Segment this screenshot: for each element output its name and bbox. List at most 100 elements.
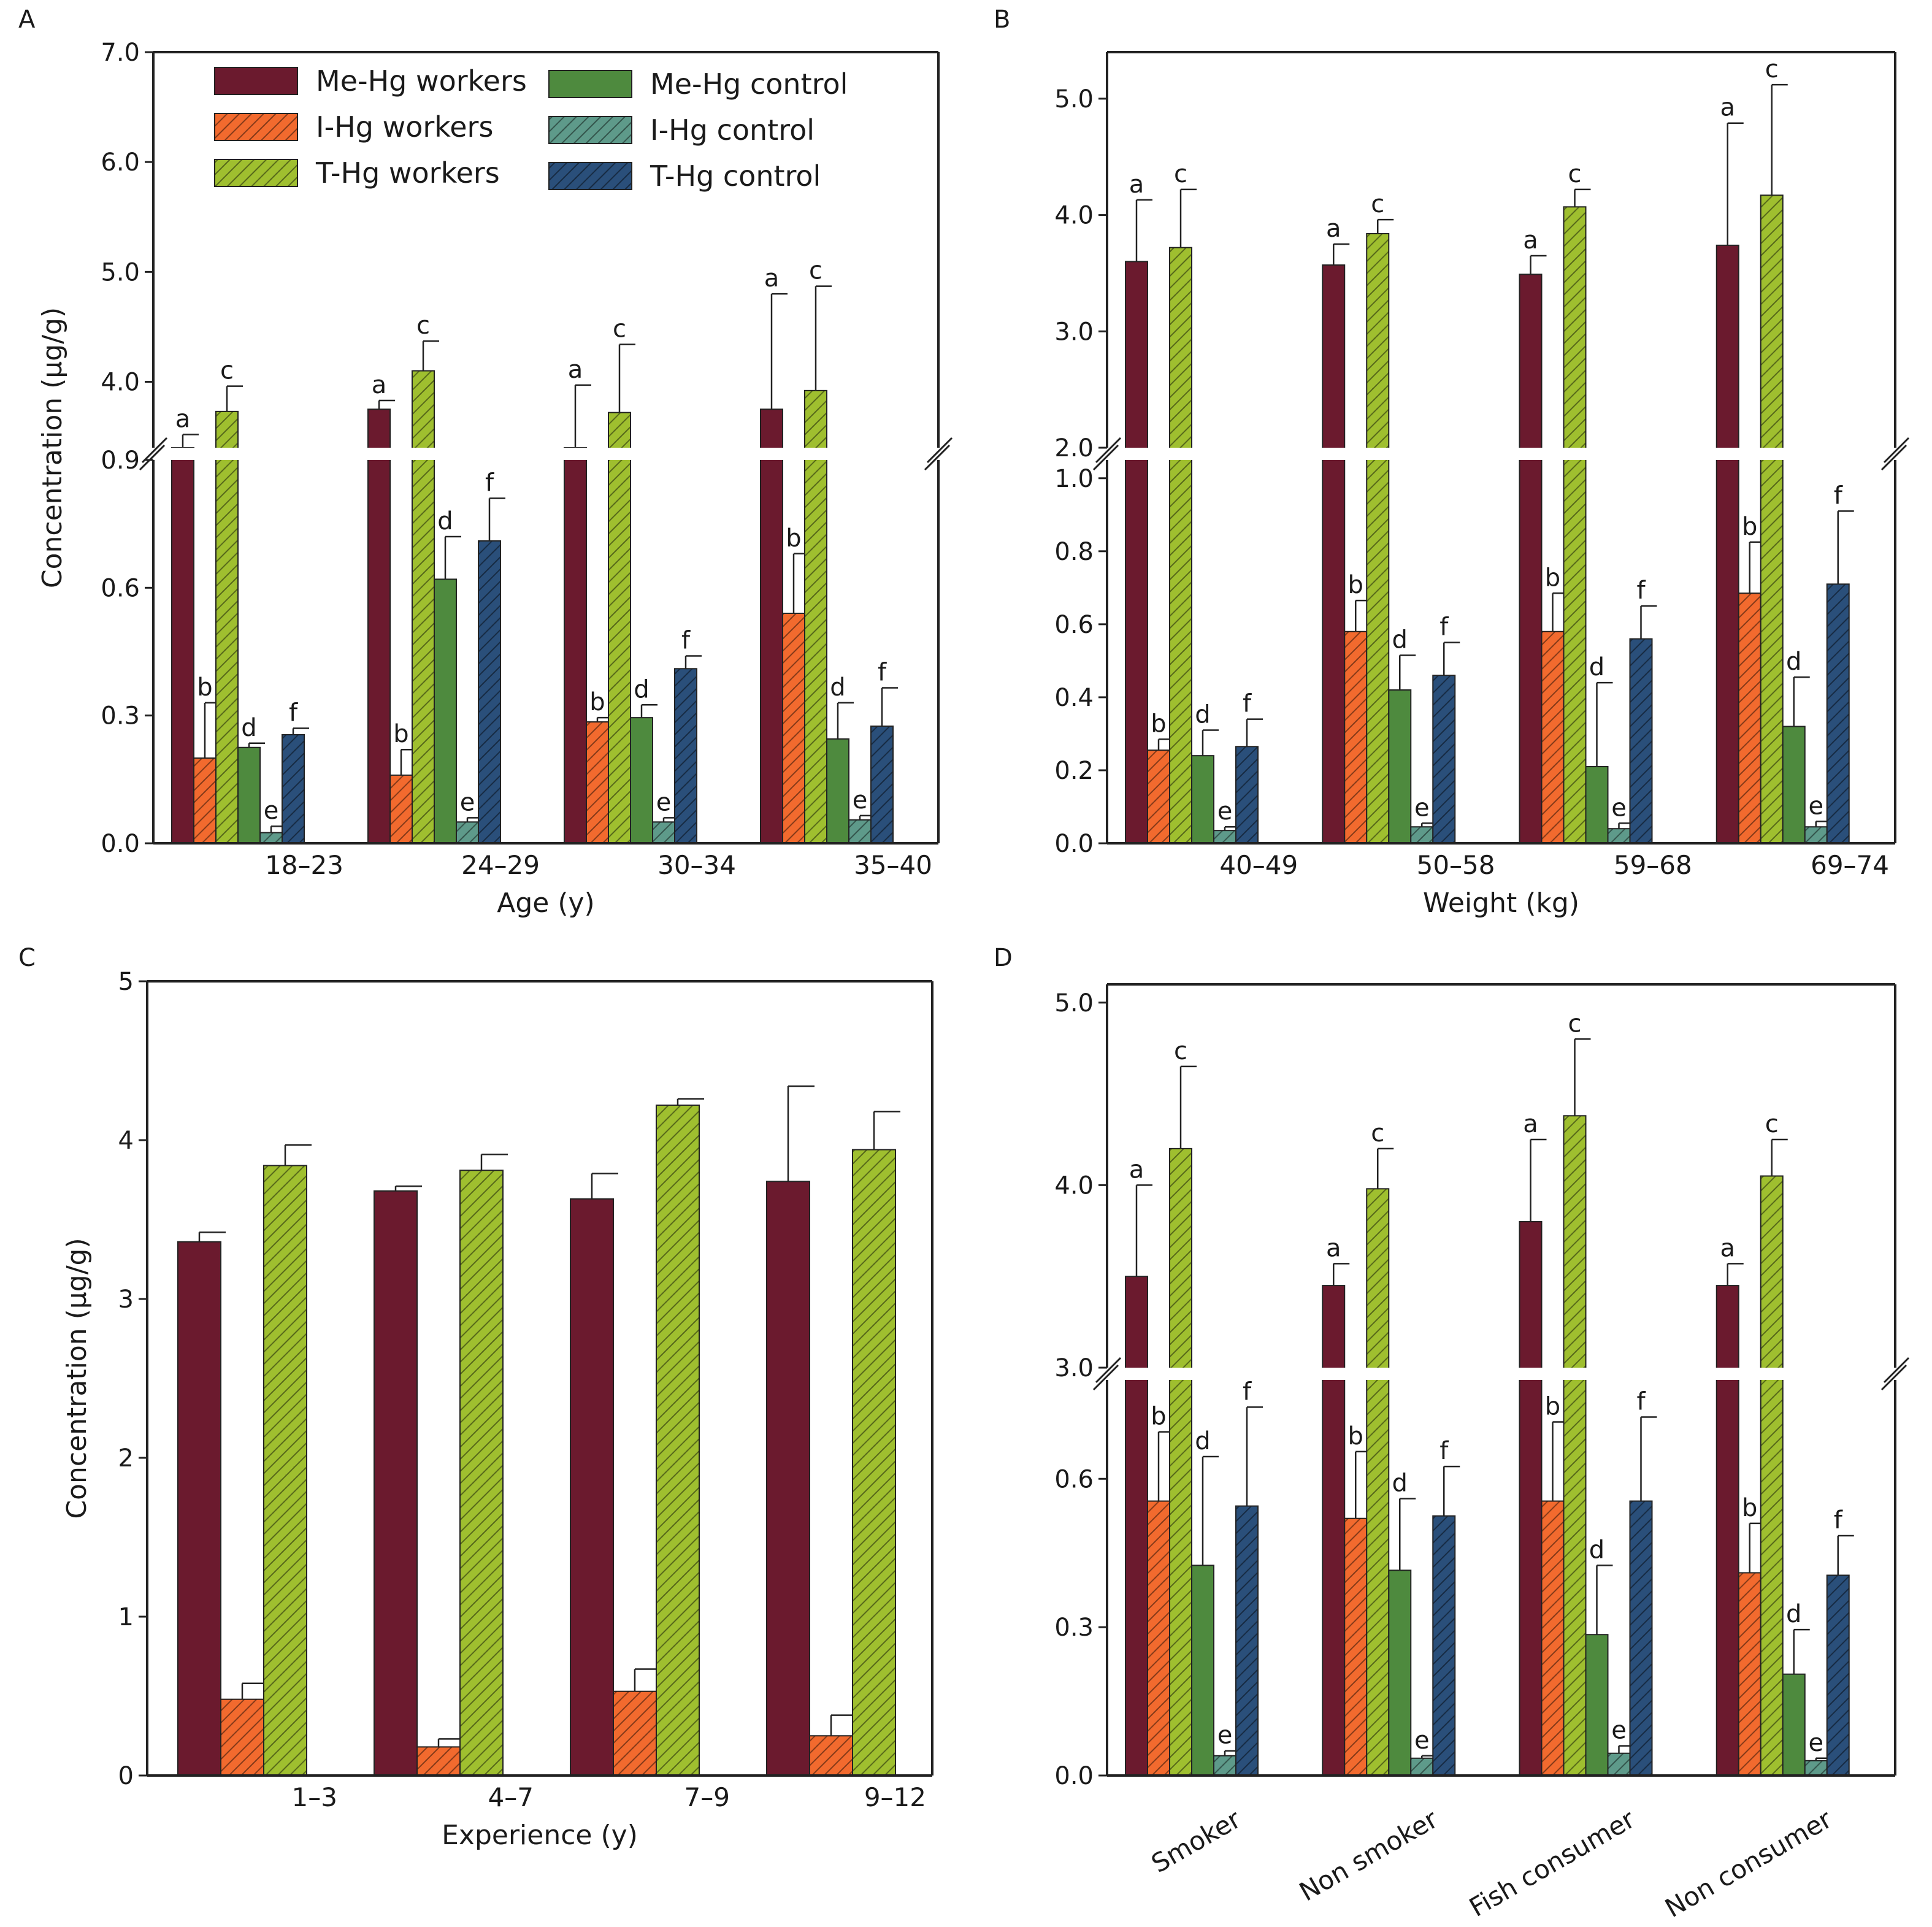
bar	[1782, 726, 1806, 844]
y-tick-label: 0.3	[1054, 1614, 1094, 1642]
bar	[1715, 1285, 1739, 1777]
y-tick-label: 0.4	[1054, 684, 1094, 712]
x-tick-label: 40–49	[1219, 850, 1298, 880]
axis-break-mark	[1092, 1364, 1119, 1391]
x-axis-label: Age (y)	[497, 887, 594, 919]
bar	[804, 389, 827, 844]
significance-letter: a	[1720, 1234, 1735, 1262]
significance-letter: c	[1765, 55, 1779, 83]
axis-break-mark	[1880, 444, 1907, 471]
significance-letter: b	[1151, 710, 1166, 738]
significance-letter: f	[1636, 1387, 1646, 1416]
bar	[1804, 1760, 1828, 1776]
significance-letter: a	[1326, 1234, 1341, 1262]
significance-letter: f	[1834, 1506, 1843, 1534]
significance-letter: c	[1568, 1009, 1582, 1038]
y-tick-label: 0.0	[1054, 1762, 1094, 1790]
bar	[1213, 1755, 1236, 1776]
bar	[259, 832, 283, 845]
significance-letter: d	[830, 673, 845, 702]
significance-letter: d	[1589, 653, 1604, 681]
bar	[263, 1165, 307, 1776]
bar	[177, 1241, 221, 1776]
significance-letter: f	[289, 699, 298, 727]
significance-letter: a	[568, 356, 583, 384]
legend-swatch	[548, 162, 632, 190]
bar	[1585, 766, 1609, 844]
bar	[459, 1170, 504, 1776]
bar	[456, 821, 479, 845]
x-tick-label: 7–9	[684, 1782, 730, 1812]
significance-letter: d	[1786, 1600, 1801, 1628]
significance-letter: e	[1414, 794, 1430, 822]
bar	[1366, 232, 1390, 844]
significance-letter: d	[241, 714, 256, 742]
bar	[608, 412, 631, 844]
bar	[1235, 1505, 1259, 1776]
axis-break-mark	[926, 437, 953, 464]
significance-letter: a	[1129, 170, 1144, 199]
significance-letter: d	[1786, 648, 1801, 676]
bar	[1191, 755, 1214, 844]
significance-letter: b	[1151, 1403, 1166, 1431]
y-tick-label: 3.0	[1054, 318, 1094, 346]
bar	[389, 774, 413, 845]
bar	[1388, 689, 1412, 844]
bar	[809, 1735, 853, 1776]
axis-break-gap	[155, 448, 937, 460]
bar	[613, 1690, 657, 1776]
x-tick-label: Fish consumer	[1464, 1804, 1640, 1923]
significance-letter: e	[264, 797, 279, 825]
y-tick-label: 0.6	[101, 574, 140, 602]
bar	[1366, 1188, 1390, 1777]
y-tick-label: 3.0	[1054, 1354, 1094, 1382]
bar	[1629, 638, 1653, 844]
x-tick-label: 35–40	[854, 850, 932, 880]
bar	[1541, 630, 1565, 845]
bar	[1607, 828, 1631, 844]
significance-letter: c	[809, 257, 822, 285]
x-tick-label: 9–12	[864, 1782, 926, 1812]
bar	[1826, 1574, 1850, 1776]
significance-letter: b	[1742, 1494, 1757, 1522]
x-tick-label: Non consumer	[1660, 1804, 1837, 1923]
significance-letter: e	[853, 786, 868, 814]
bar	[1563, 206, 1587, 844]
bar	[416, 1746, 461, 1776]
significance-letter: a	[1129, 1155, 1144, 1184]
significance-letter: e	[1414, 1726, 1430, 1755]
significance-letter: b	[197, 673, 212, 702]
bar	[1738, 592, 1761, 844]
bar	[656, 1105, 700, 1776]
bar	[826, 738, 849, 844]
significance-letter: d	[437, 507, 453, 535]
bar	[1826, 583, 1850, 845]
bar	[570, 1198, 614, 1776]
significance-letter: e	[460, 788, 475, 816]
x-tick-label: 1–3	[292, 1782, 337, 1812]
x-tick-label: Smoker	[1146, 1804, 1246, 1879]
y-tick-label: 1.0	[1054, 465, 1094, 493]
bar	[1322, 1285, 1346, 1777]
significance-letter: c	[1765, 1110, 1779, 1138]
panel-d: Da a a a b b b b c c c c d d d d e e e e f f f f 0.0 0.3 0.6 3.0 4.0…	[994, 944, 1910, 1923]
significance-letter: b	[1348, 1422, 1363, 1450]
bar	[1629, 1500, 1653, 1776]
y-tick-label: 4	[118, 1127, 134, 1155]
bar	[1738, 1572, 1761, 1776]
significance-letter: c	[1568, 160, 1582, 188]
significance-letter: e	[1808, 792, 1823, 820]
bar	[1169, 247, 1192, 844]
bar	[171, 447, 194, 844]
significance-letter: d	[1392, 626, 1408, 654]
bar	[374, 1190, 418, 1776]
legend-swatch	[548, 116, 632, 144]
legend-label: Me-Hg workers	[316, 64, 527, 98]
bar	[1147, 749, 1170, 844]
axis-break-gap	[1108, 1368, 1894, 1380]
significance-letter: c	[220, 357, 234, 385]
bar	[1388, 1569, 1412, 1776]
significance-letter: f	[485, 469, 494, 497]
bar	[1715, 244, 1739, 845]
bar	[215, 410, 239, 844]
